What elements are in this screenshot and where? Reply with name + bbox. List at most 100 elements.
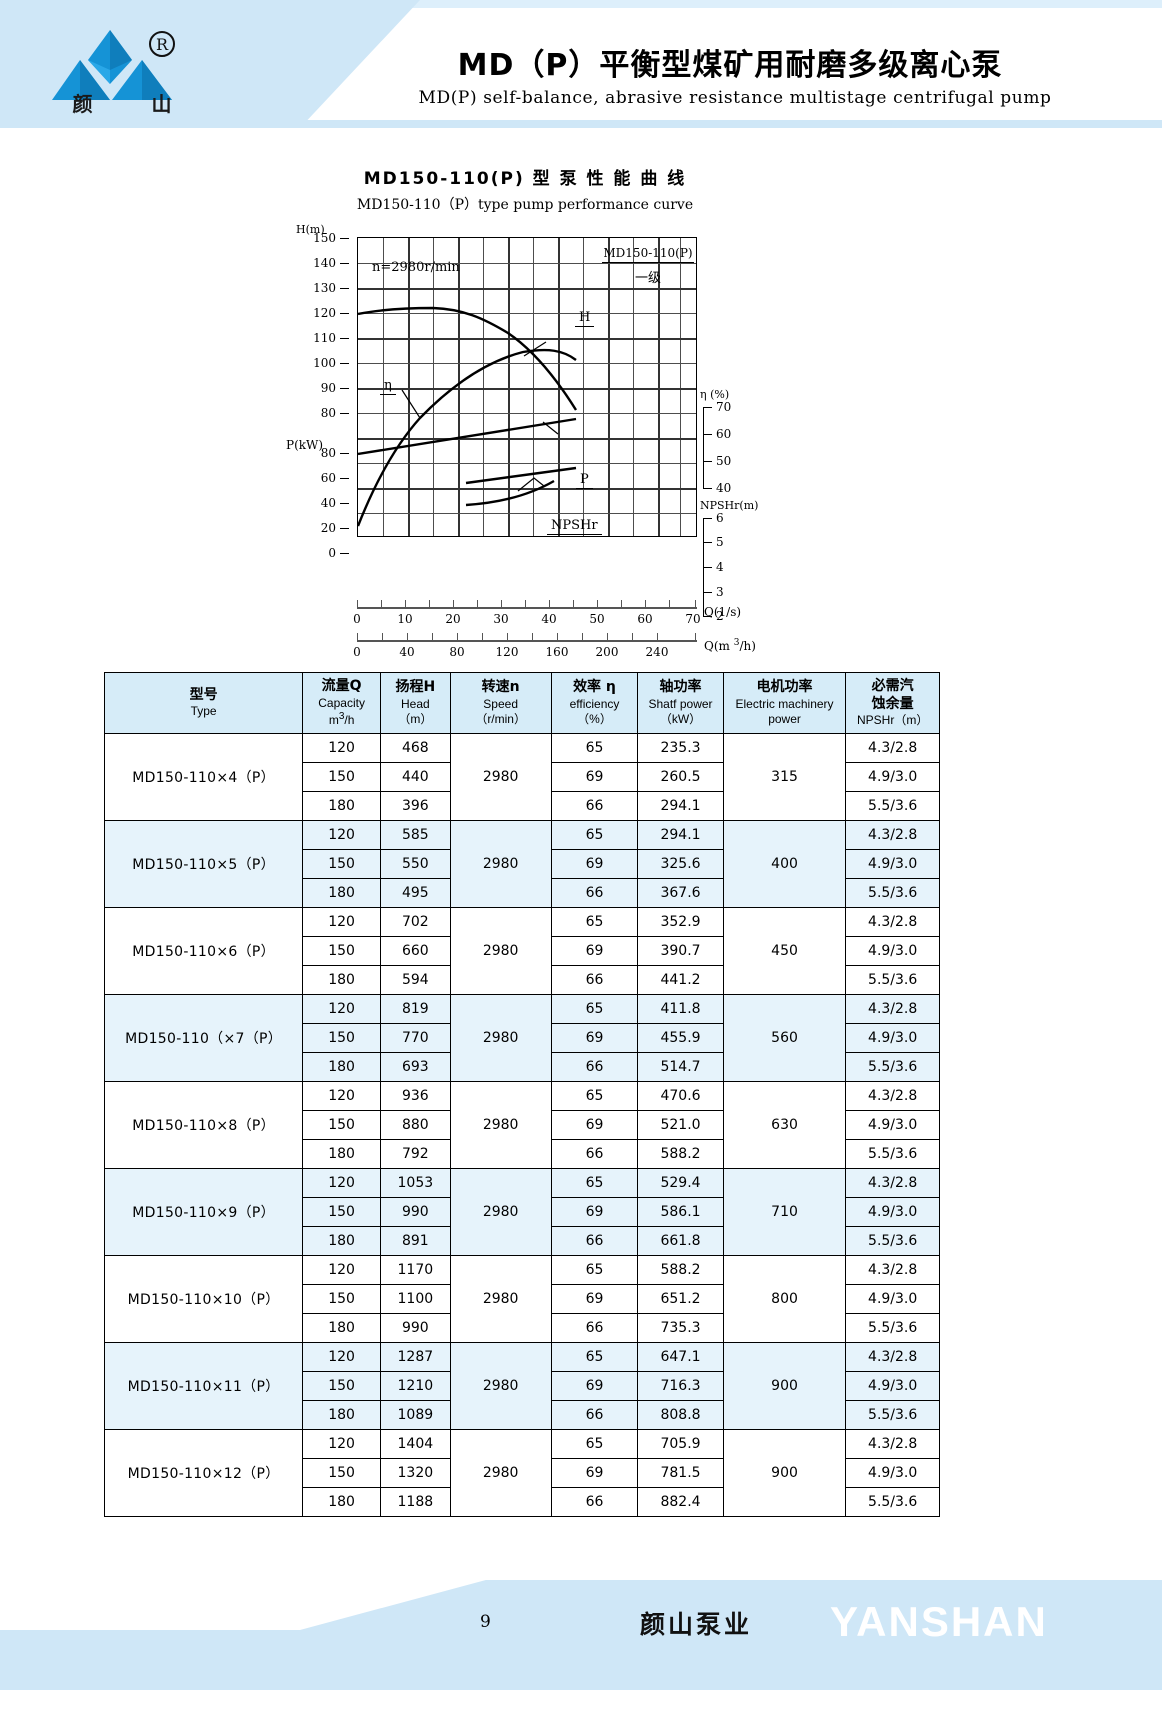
table-row: 180 1188 66 882.4 5.5/3.6 bbox=[105, 1487, 940, 1517]
xtick-qls-20: 20 bbox=[445, 612, 461, 626]
ytick-mark-head-130 bbox=[340, 288, 349, 290]
cell-capacity: 180 bbox=[302, 965, 382, 995]
rtick-eff-40: 40 bbox=[716, 481, 732, 495]
cell-efficiency: 66 bbox=[550, 1487, 639, 1517]
cell-npshr: 4.3/2.8 bbox=[845, 733, 940, 763]
cell-efficiency: 69 bbox=[550, 1458, 639, 1488]
cell-shaft-power: 352.9 bbox=[637, 907, 724, 937]
cell-motor-power: 900 bbox=[722, 1429, 847, 1517]
cell-efficiency: 69 bbox=[550, 936, 639, 966]
cell-capacity: 120 bbox=[302, 1429, 382, 1459]
cell-capacity: 150 bbox=[302, 849, 382, 879]
cell-head: 594 bbox=[380, 965, 451, 995]
cell-npshr: 4.9/3.0 bbox=[845, 1284, 940, 1314]
cell-shaft-power: 325.6 bbox=[637, 849, 724, 879]
cell-npshr: 4.9/3.0 bbox=[845, 1023, 940, 1053]
ytick-head-90: 90 bbox=[320, 381, 336, 395]
xtick-qls-10: 10 bbox=[397, 612, 413, 626]
xtick-qm3h-120: 120 bbox=[495, 645, 519, 659]
cell-efficiency: 65 bbox=[550, 1255, 639, 1285]
cell-efficiency: 69 bbox=[550, 849, 639, 879]
cell-efficiency: 66 bbox=[550, 1400, 639, 1430]
curve-label-eta: η bbox=[380, 378, 396, 395]
cell-capacity: 120 bbox=[302, 1255, 382, 1285]
cell-shaft-power: 586.1 bbox=[637, 1197, 724, 1227]
ytick-mark-power-80 bbox=[340, 453, 349, 455]
cell-shaft-power: 411.8 bbox=[637, 994, 724, 1024]
table-row: 150 1320 69 781.5 4.9/3.0 bbox=[105, 1458, 940, 1488]
cell-capacity: 180 bbox=[302, 1487, 382, 1517]
cell-shaft-power: 529.4 bbox=[637, 1168, 724, 1198]
cell-speed: 2980 bbox=[449, 1168, 552, 1256]
table-header-row: 型号 Type 流量Q Capacity m3/h 扬程H Head （m） 转… bbox=[103, 672, 940, 734]
xtick-qm3h-240: 240 bbox=[645, 645, 669, 659]
cell-motor-power: 400 bbox=[722, 820, 847, 908]
ytick-mark-head-90 bbox=[340, 388, 349, 390]
cell-efficiency: 69 bbox=[550, 1110, 639, 1140]
cell-speed: 2980 bbox=[449, 994, 552, 1082]
cell-shaft-power: 705.9 bbox=[637, 1429, 724, 1459]
xaxis-q-ls bbox=[357, 607, 697, 609]
cell-npshr: 4.9/3.0 bbox=[845, 762, 940, 792]
footer-white-base bbox=[0, 1690, 1162, 1720]
cell-efficiency: 65 bbox=[550, 1081, 639, 1111]
cell-efficiency: 69 bbox=[550, 1284, 639, 1314]
cell-capacity: 120 bbox=[302, 907, 382, 937]
cell-capacity: 180 bbox=[302, 791, 382, 821]
cell-head: 990 bbox=[380, 1197, 451, 1227]
cell-shaft-power: 661.8 bbox=[637, 1226, 724, 1256]
cell-type: MD150-110×6（P） bbox=[103, 907, 304, 995]
ytick-head-110: 110 bbox=[313, 331, 336, 345]
cell-head: 1089 bbox=[380, 1400, 451, 1430]
chart-title-cn: MD150-110(P) 型 泵 性 能 曲 线 bbox=[363, 169, 687, 189]
cell-capacity: 180 bbox=[302, 1226, 382, 1256]
table-row: 180 792 66 588.2 5.5/3.6 bbox=[105, 1139, 940, 1169]
cell-head: 1320 bbox=[380, 1458, 451, 1488]
th-capacity-unit: m3/h bbox=[328, 710, 355, 727]
cell-shaft-power: 441.2 bbox=[637, 965, 724, 995]
cell-shaft-power: 235.3 bbox=[637, 733, 724, 763]
table-row: MD150-110×5（P） 120 585 2980 65 294.1 400 4.3/2.… bbox=[103, 820, 940, 908]
rtick-mark-eff-70 bbox=[703, 407, 712, 409]
cell-head: 702 bbox=[380, 907, 451, 937]
cell-shaft-power: 260.5 bbox=[637, 762, 724, 792]
cell-efficiency: 69 bbox=[550, 1023, 639, 1053]
cell-capacity: 180 bbox=[302, 1052, 382, 1082]
xtick-qm3h-200: 200 bbox=[595, 645, 619, 659]
cell-npshr: 5.5/3.6 bbox=[845, 791, 940, 821]
xtick-qls-0: 0 bbox=[353, 612, 361, 626]
table-row: 150 770 69 455.9 4.9/3.0 bbox=[105, 1023, 940, 1053]
footer-company-cn: 颜山泵业 bbox=[640, 1610, 753, 1639]
cell-head: 891 bbox=[380, 1226, 451, 1256]
curve-layer bbox=[358, 306, 578, 527]
cell-capacity: 150 bbox=[302, 762, 382, 792]
xtick-qm3h-0: 0 bbox=[353, 645, 361, 659]
cell-head: 770 bbox=[380, 1023, 451, 1053]
th-efficiency: 效率 η efficiency （%） bbox=[550, 672, 639, 734]
rtick-eff-50: 50 bbox=[716, 454, 732, 468]
th-npshr: 必需汽 蚀余量 NPSHr（m） bbox=[845, 672, 940, 734]
cell-capacity: 180 bbox=[302, 1139, 382, 1169]
cell-npshr: 4.3/2.8 bbox=[845, 1255, 940, 1285]
ytick-mark-head-100 bbox=[340, 363, 349, 365]
cell-type: MD150-110×11（P） bbox=[103, 1342, 304, 1430]
rtick-mark-eff-50 bbox=[703, 461, 712, 463]
cell-capacity: 150 bbox=[302, 1458, 382, 1488]
cell-efficiency: 65 bbox=[550, 994, 639, 1024]
th-npshr-cn1: 必需汽 bbox=[871, 678, 914, 694]
rtick-npshr-5: 5 bbox=[716, 535, 724, 549]
cell-capacity: 120 bbox=[302, 1081, 382, 1111]
cell-speed: 2980 bbox=[449, 1081, 552, 1169]
cell-shaft-power: 808.8 bbox=[637, 1400, 724, 1430]
th-type: 型号 Type bbox=[103, 672, 304, 734]
header-bottom-strip bbox=[0, 120, 1162, 128]
cell-head: 550 bbox=[380, 849, 451, 879]
performance-chart: MD150-110(P) 型 泵 性 能 曲 线 MD150-110（P）typ… bbox=[0, 150, 1162, 680]
axis-title-q-m3h: Q(m 3/h) bbox=[704, 638, 756, 653]
rtick-eff-70: 70 bbox=[716, 400, 732, 414]
ytick-head-140: 140 bbox=[313, 256, 336, 270]
cell-npshr: 4.3/2.8 bbox=[845, 907, 940, 937]
cell-shaft-power: 294.1 bbox=[637, 820, 724, 850]
cell-npshr: 5.5/3.6 bbox=[845, 1313, 940, 1343]
cell-type: MD150-110×4（P） bbox=[103, 733, 304, 821]
